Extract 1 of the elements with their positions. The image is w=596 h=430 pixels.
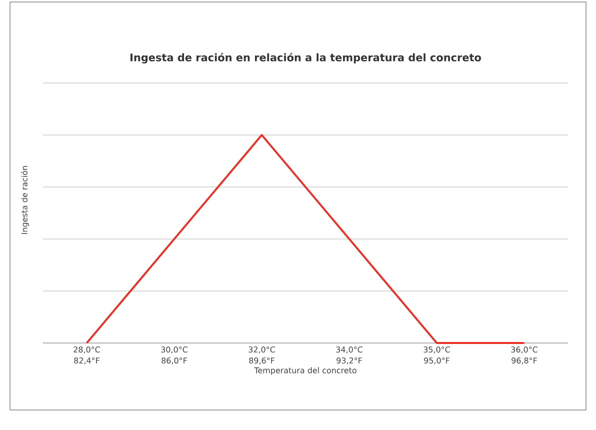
chart-title: Ingesta de ración en relación a la temperatura del concreto: [130, 52, 481, 64]
